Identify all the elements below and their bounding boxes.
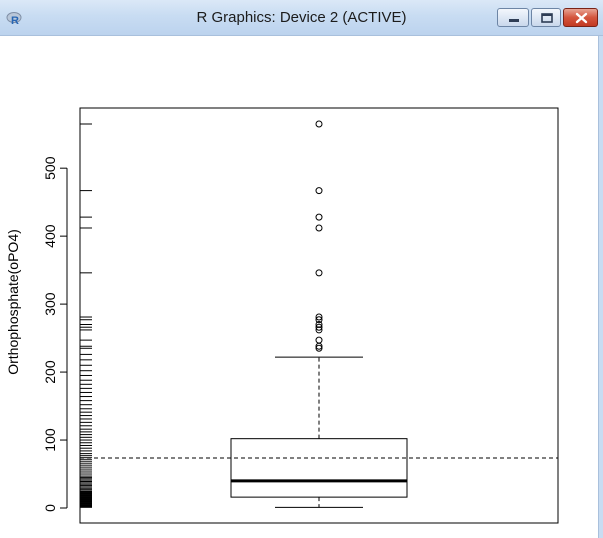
y-tick-label: 400 xyxy=(42,224,58,248)
outlier-point xyxy=(315,224,323,232)
title-bar[interactable]: R R Graphics: Device 2 (ACTIVE) xyxy=(0,0,603,36)
boxplot-chart: Orthophosphate(oPO4) 0 100 200 300 400 500 xyxy=(5,107,559,524)
minimize-icon xyxy=(509,19,519,22)
outlier-point xyxy=(315,316,323,324)
r-logo-icon: R xyxy=(6,12,22,26)
outlier-point xyxy=(315,213,323,221)
y-tick-label: 200 xyxy=(42,360,58,384)
window-frame xyxy=(598,36,603,538)
close-icon xyxy=(575,12,588,24)
outlier-point xyxy=(315,120,323,128)
outlier-point xyxy=(315,320,323,328)
outlier-point xyxy=(315,269,323,277)
outlier-point xyxy=(315,326,323,334)
outlier-point xyxy=(315,344,323,352)
outlier-point xyxy=(315,342,323,350)
svg-text:R: R xyxy=(11,15,19,26)
boxplot xyxy=(230,356,408,508)
y-tick-label: 500 xyxy=(42,156,58,180)
y-tick-label: 0 xyxy=(42,504,58,512)
rug-marks xyxy=(80,123,92,508)
y-ticks: 0 100 200 300 400 500 xyxy=(42,156,67,512)
y-axis-label: Orthophosphate(oPO4) xyxy=(5,229,21,375)
maximize-button[interactable] xyxy=(531,8,561,27)
y-tick-label: 300 xyxy=(42,292,58,316)
outlier-point xyxy=(315,313,323,321)
outlier-point xyxy=(315,336,323,344)
outlier-point xyxy=(315,187,323,195)
outlier-points xyxy=(315,120,323,352)
plot-area xyxy=(79,107,559,524)
y-tick-label: 100 xyxy=(42,428,58,452)
minimize-button[interactable] xyxy=(497,8,529,27)
close-button[interactable] xyxy=(563,8,598,27)
outlier-point xyxy=(315,323,323,331)
maximize-icon xyxy=(541,13,553,23)
window-title: R Graphics: Device 2 (ACTIVE) xyxy=(196,9,407,26)
box xyxy=(230,438,408,498)
